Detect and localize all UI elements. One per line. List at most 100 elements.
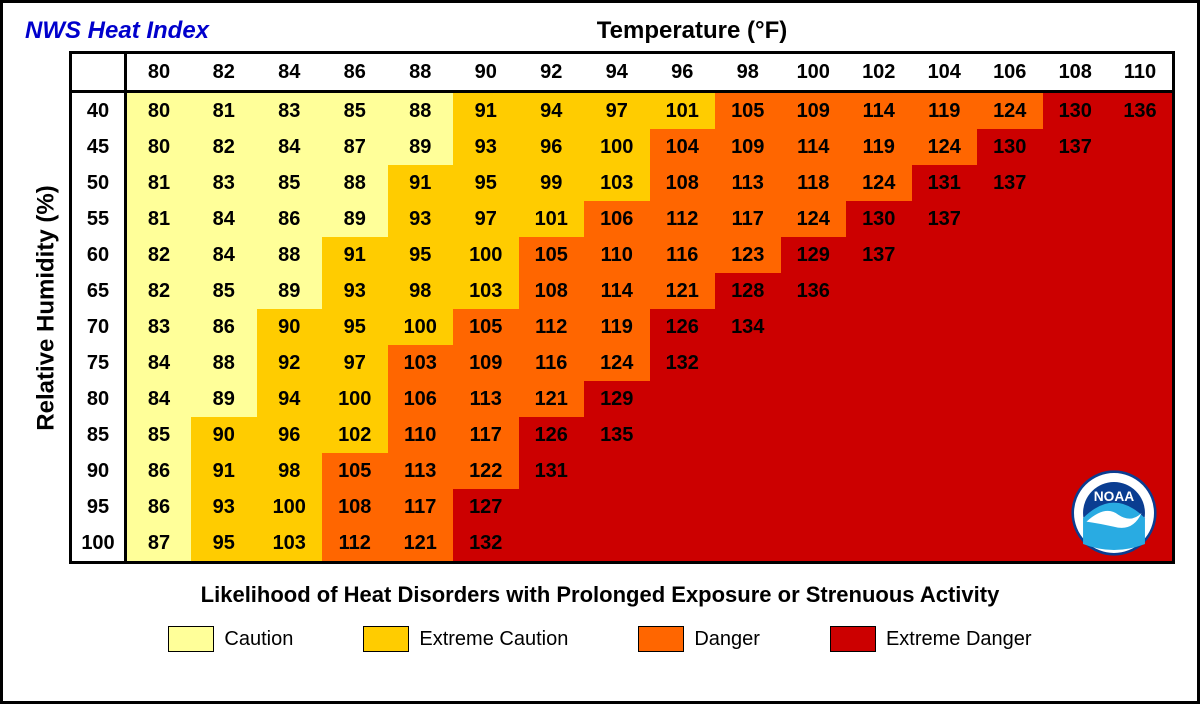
legend-item: Caution — [168, 626, 293, 652]
heat-cell: 97 — [453, 201, 519, 237]
row-header: 70 — [71, 309, 126, 345]
heat-cell: 105 — [322, 453, 388, 489]
heat-cell — [1043, 165, 1109, 201]
heat-cell: 98 — [257, 453, 323, 489]
heat-cell: 105 — [519, 237, 585, 273]
heat-cell — [912, 237, 978, 273]
heat-cell — [1108, 309, 1174, 345]
legend-label: Extreme Caution — [419, 628, 568, 651]
heat-cell: 109 — [781, 92, 847, 130]
heat-cell: 119 — [912, 92, 978, 130]
heat-cell: 119 — [846, 129, 912, 165]
heat-cell — [846, 345, 912, 381]
heat-cell — [977, 417, 1043, 453]
heat-cell — [715, 489, 781, 525]
row-header: 90 — [71, 453, 126, 489]
row-header: 40 — [71, 92, 126, 130]
heat-cell — [912, 489, 978, 525]
heat-cell: 89 — [257, 273, 323, 309]
chart-caption: Likelihood of Heat Disorders with Prolon… — [25, 582, 1175, 608]
heat-cell: 85 — [191, 273, 257, 309]
col-header: 106 — [977, 53, 1043, 92]
heat-cell — [1108, 345, 1174, 381]
col-header: 104 — [912, 53, 978, 92]
heat-cell — [977, 525, 1043, 563]
heat-cell: 101 — [519, 201, 585, 237]
heat-cell: 82 — [191, 129, 257, 165]
heat-index-table: 8082848688909294969810010210410610811040… — [69, 51, 1175, 564]
heat-cell: 113 — [453, 381, 519, 417]
heat-cell — [519, 525, 585, 563]
heat-cell: 84 — [126, 345, 192, 381]
heat-cell: 130 — [846, 201, 912, 237]
heat-cell: 90 — [191, 417, 257, 453]
heat-cell: 103 — [584, 165, 650, 201]
heat-cell: 83 — [257, 92, 323, 130]
heat-cell: 129 — [781, 237, 847, 273]
heat-cell: 88 — [257, 237, 323, 273]
col-header: 94 — [584, 53, 650, 92]
col-header: 108 — [1043, 53, 1109, 92]
heat-cell: 88 — [191, 345, 257, 381]
heat-cell — [781, 417, 847, 453]
heat-cell: 110 — [388, 417, 454, 453]
row-header: 85 — [71, 417, 126, 453]
heat-cell: 104 — [650, 129, 716, 165]
heat-cell — [715, 417, 781, 453]
heat-cell: 117 — [453, 417, 519, 453]
row-header: 50 — [71, 165, 126, 201]
row-header: 95 — [71, 489, 126, 525]
heat-cell: 81 — [126, 201, 192, 237]
x-axis-title: Temperature (°F) — [209, 17, 1175, 45]
heat-cell: 93 — [388, 201, 454, 237]
heat-cell: 127 — [453, 489, 519, 525]
heat-cell: 100 — [453, 237, 519, 273]
heat-cell: 84 — [126, 381, 192, 417]
heat-cell — [912, 453, 978, 489]
heat-cell: 137 — [846, 237, 912, 273]
legend: CautionExtreme CautionDangerExtreme Dang… — [25, 626, 1175, 652]
heat-cell: 101 — [650, 92, 716, 130]
heat-cell: 124 — [977, 92, 1043, 130]
chart-area: 8082848688909294969810010210410610811040… — [69, 51, 1175, 564]
legend-label: Extreme Danger — [886, 628, 1032, 651]
heat-cell: 92 — [257, 345, 323, 381]
heat-cell: 117 — [388, 489, 454, 525]
heat-cell — [781, 309, 847, 345]
heat-cell: 117 — [715, 201, 781, 237]
heat-cell — [977, 273, 1043, 309]
heat-cell — [1108, 273, 1174, 309]
heat-cell — [650, 453, 716, 489]
heat-cell — [584, 489, 650, 525]
legend-swatch — [363, 626, 409, 652]
heat-cell: 132 — [453, 525, 519, 563]
heat-cell: 81 — [126, 165, 192, 201]
heat-cell: 82 — [126, 237, 192, 273]
col-header: 88 — [388, 53, 454, 92]
heat-cell: 109 — [453, 345, 519, 381]
title-row: NWS Heat Index Temperature (°F) — [25, 17, 1175, 45]
chart-title: NWS Heat Index — [25, 17, 209, 45]
heat-cell: 94 — [519, 92, 585, 130]
heat-cell: 108 — [322, 489, 388, 525]
heat-cell: 96 — [257, 417, 323, 453]
heat-cell — [1108, 417, 1174, 453]
heat-cell — [912, 309, 978, 345]
heat-cell — [715, 345, 781, 381]
heat-cell: 106 — [388, 381, 454, 417]
heat-cell: 124 — [846, 165, 912, 201]
heat-cell — [1108, 165, 1174, 201]
heat-cell: 105 — [715, 92, 781, 130]
heat-cell: 97 — [584, 92, 650, 130]
heat-cell: 131 — [912, 165, 978, 201]
heat-cell — [781, 345, 847, 381]
heat-cell — [650, 489, 716, 525]
heat-cell — [846, 381, 912, 417]
heat-cell: 116 — [519, 345, 585, 381]
heat-cell: 116 — [650, 237, 716, 273]
heat-cell: 93 — [453, 129, 519, 165]
col-header: 82 — [191, 53, 257, 92]
heat-cell — [1043, 309, 1109, 345]
heat-cell: 121 — [650, 273, 716, 309]
heat-cell: 88 — [388, 92, 454, 130]
